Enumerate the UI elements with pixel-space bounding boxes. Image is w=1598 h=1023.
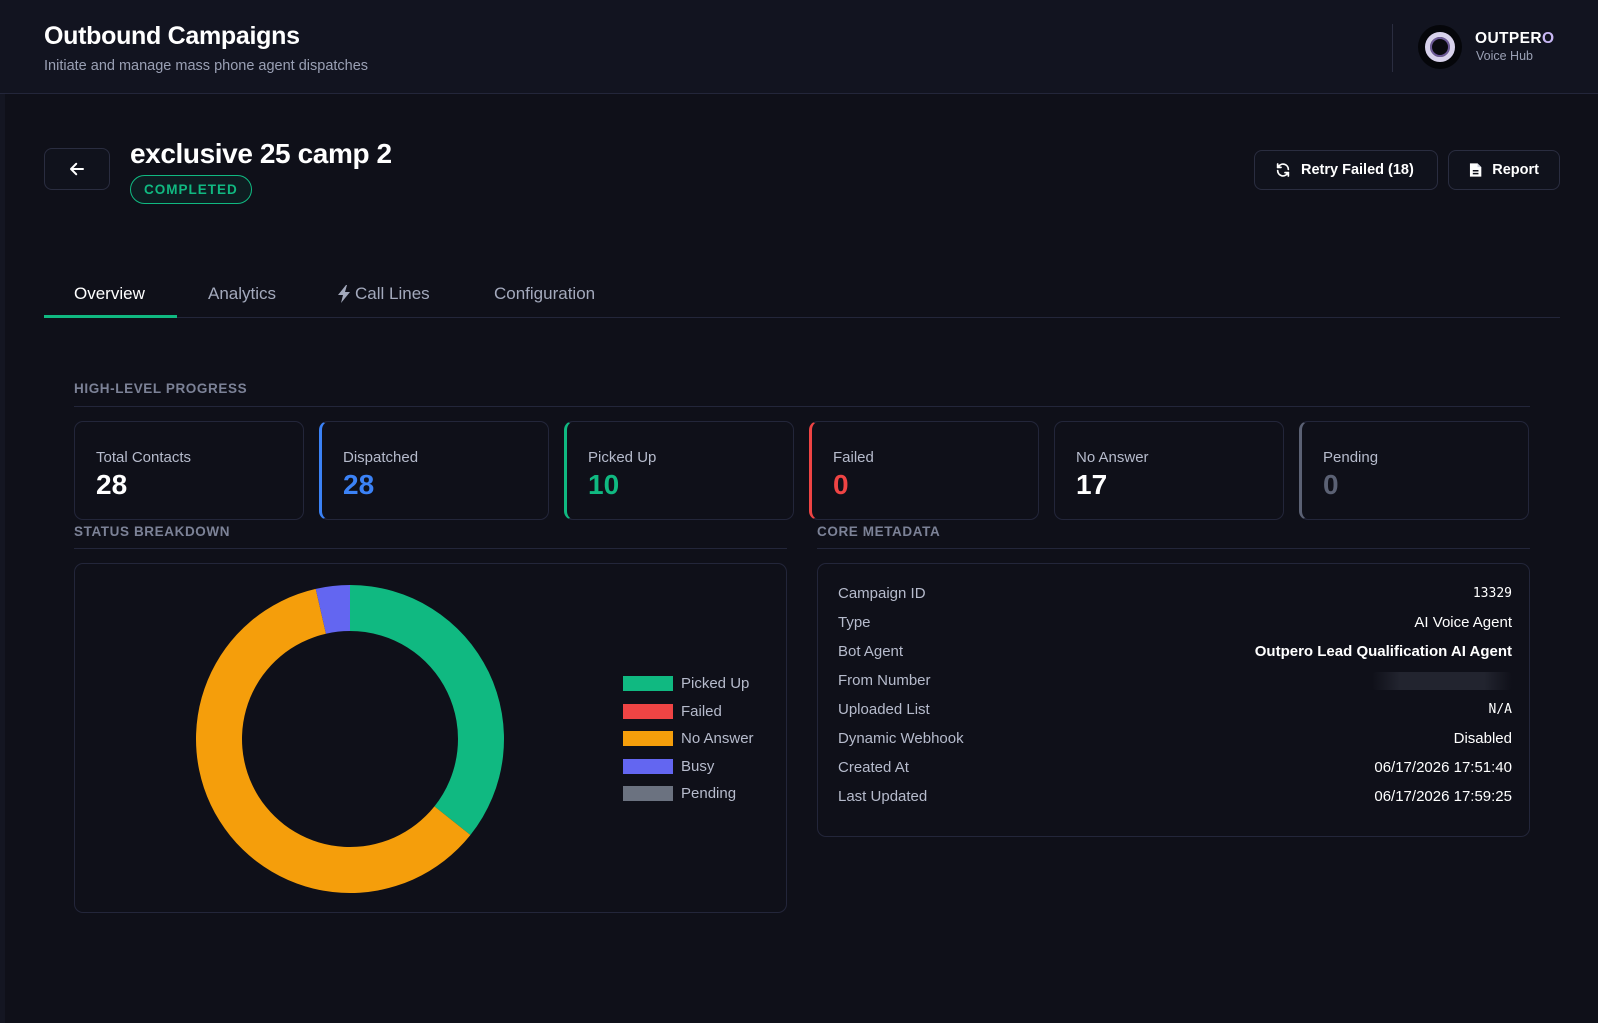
brand-logo-icon [1418, 25, 1462, 69]
stat-label: Dispatched [343, 449, 419, 466]
metadata-row-created-at: Created At 06/17/2026 17:51:40 [838, 753, 1512, 782]
stat-value: 17 [1076, 469, 1108, 500]
breakdown-section-rule [74, 548, 787, 549]
status-donut-chart [195, 584, 505, 894]
top-bar: Outbound Campaigns Initiate and manage m… [0, 0, 1598, 94]
stat-label: Failed [833, 449, 874, 466]
legend-item-picked-up[interactable]: Picked Up [623, 670, 754, 698]
metadata-value: AI Voice Agent [1414, 614, 1512, 631]
report-label: Report [1492, 162, 1539, 178]
legend-label: Picked Up [681, 675, 750, 693]
stat-value: 10 [588, 469, 620, 500]
legend-label: Busy [681, 757, 715, 775]
metadata-row-bot-agent: Bot Agent Outpero Lead Qualification AI A… [838, 637, 1512, 666]
legend-swatch [623, 731, 673, 747]
chart-legend: Picked Up Failed No Answer Busy Pending [623, 670, 754, 808]
page-title: Outbound Campaigns [44, 22, 300, 50]
stat-card-pending: Pending 0 [1299, 421, 1529, 520]
metadata-row-type: Type AI Voice Agent [838, 608, 1512, 637]
breakdown-section-label: STATUS BREAKDOWN [74, 524, 231, 539]
metadata-key: Uploaded List [838, 701, 930, 718]
retry-failed-button[interactable]: Retry Failed (18) [1254, 150, 1438, 190]
tab-configuration[interactable]: Configuration [494, 284, 596, 303]
legend-label: Failed [681, 702, 722, 720]
metadata-key: Created At [838, 759, 909, 776]
metadata-section-label: CORE METADATA [817, 524, 941, 539]
legend-swatch [623, 786, 673, 802]
metadata-row-dynamic-webhook: Dynamic Webhook Disabled [838, 724, 1512, 753]
progress-section-label: HIGH-LEVEL PROGRESS [74, 381, 248, 396]
brand-name: OUTPERO [1475, 30, 1555, 47]
stat-value: 28 [343, 469, 375, 500]
topbar-divider [1392, 24, 1393, 72]
report-button[interactable]: Report [1448, 150, 1560, 190]
metadata-value: Outpero Lead Qualification AI Agent [1254, 643, 1512, 660]
metadata-key: Type [838, 614, 871, 631]
active-tab-indicator [44, 315, 177, 318]
retry-failed-label: Retry Failed (18) [1301, 162, 1414, 178]
stat-label: Total Contacts [96, 449, 192, 466]
legend-swatch [623, 703, 673, 719]
stat-value: 0 [1323, 469, 1339, 500]
stat-value: 0 [833, 469, 849, 500]
tab-bar: Overview Analytics Call Lines Configurat… [44, 270, 1560, 318]
donut-slice-picked-up[interactable] [350, 585, 504, 836]
stat-label: No Answer [1076, 449, 1149, 466]
stat-card-no-answer: No Answer 17 [1054, 421, 1284, 520]
legend-item-pending[interactable]: Pending [623, 780, 754, 808]
tab-overview[interactable]: Overview [74, 284, 145, 303]
legend-swatch [623, 758, 673, 774]
status-breakdown-panel: Picked Up Failed No Answer Busy Pending [74, 563, 787, 913]
metadata-key: Bot Agent [838, 643, 904, 660]
donut-slice-busy[interactable] [315, 585, 350, 634]
legend-swatch [623, 676, 673, 692]
stat-card-dispatched: Dispatched 28 [319, 421, 549, 520]
metadata-value [1372, 671, 1512, 690]
stat-card-failed: Failed 0 [809, 421, 1039, 520]
back-button[interactable] [44, 148, 110, 190]
stat-value: 28 [96, 469, 128, 500]
metadata-value: 06/17/2026 17:59:25 [1374, 788, 1512, 805]
metadata-value: N/A [1488, 702, 1512, 717]
tab-call-lines[interactable]: Call Lines [337, 270, 430, 318]
metadata-row-uploaded-list: Uploaded List N/A [838, 695, 1512, 724]
stat-label: Picked Up [588, 449, 657, 466]
page-subtitle: Initiate and manage mass phone agent dis… [44, 58, 369, 74]
brand-subtitle: Voice Hub [1476, 49, 1533, 63]
legend-label: Pending [681, 785, 737, 803]
stat-card-picked-up: Picked Up 10 [564, 421, 794, 520]
metadata-row-campaign-id: Campaign ID 13329 [838, 579, 1512, 608]
stat-label: Pending [1323, 449, 1379, 466]
legend-item-failed[interactable]: Failed [623, 698, 754, 726]
metadata-key: Campaign ID [838, 585, 926, 602]
metadata-key: Last Updated [838, 788, 928, 805]
tab-analytics[interactable]: Analytics [208, 284, 277, 303]
refresh-icon [1276, 163, 1290, 177]
metadata-value: Disabled [1453, 730, 1512, 747]
core-metadata-panel: Campaign ID 13329 Type AI Voice Agent Bot Ag… [817, 563, 1530, 837]
metadata-key: Dynamic Webhook [838, 730, 964, 747]
legend-item-no-answer[interactable]: No Answer [623, 725, 754, 753]
left-rail [0, 94, 5, 1023]
legend-label: No Answer [681, 730, 754, 748]
metadata-value: 06/17/2026 17:51:40 [1374, 759, 1512, 776]
arrow-left-icon [70, 162, 84, 176]
progress-section-rule [74, 406, 1530, 407]
metadata-key: From Number [838, 672, 931, 689]
file-icon [1469, 163, 1482, 177]
metadata-row-from-number: From Number [838, 666, 1512, 695]
metadata-value: 13329 [1472, 586, 1512, 601]
campaign-name: exclusive 25 camp 2 [130, 138, 392, 169]
metadata-section-rule [817, 548, 1530, 549]
metadata-row-last-updated: Last Updated 06/17/2026 17:59:25 [838, 782, 1512, 811]
stat-card-total-contacts: Total Contacts 28 [74, 421, 304, 520]
legend-item-busy[interactable]: Busy [623, 753, 754, 781]
bolt-icon [338, 285, 350, 303]
donut-slice-no-answer[interactable] [196, 588, 471, 893]
status-badge: COMPLETED [130, 175, 252, 204]
